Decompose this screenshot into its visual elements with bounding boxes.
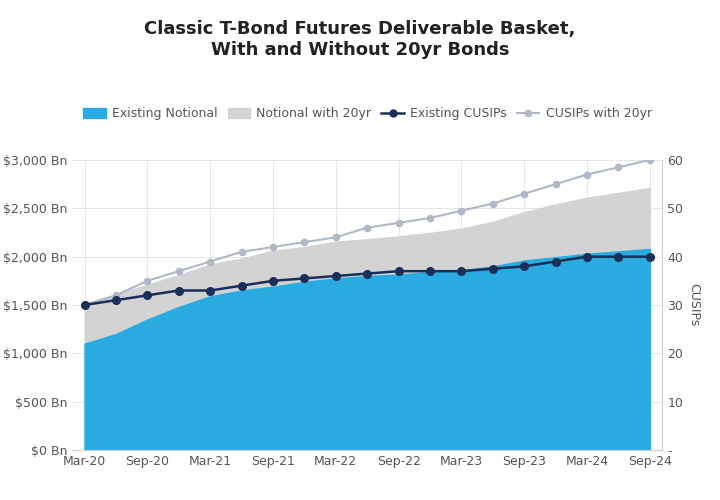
- Text: Classic T-Bond Futures Deliverable Basket,
With and Without 20yr Bonds: Classic T-Bond Futures Deliverable Baske…: [144, 20, 576, 59]
- Y-axis label: CUSIPs: CUSIPs: [687, 284, 700, 327]
- Legend: Existing Notional, Notional with 20yr, Existing CUSIPs, CUSIPs with 20yr: Existing Notional, Notional with 20yr, E…: [78, 102, 657, 126]
